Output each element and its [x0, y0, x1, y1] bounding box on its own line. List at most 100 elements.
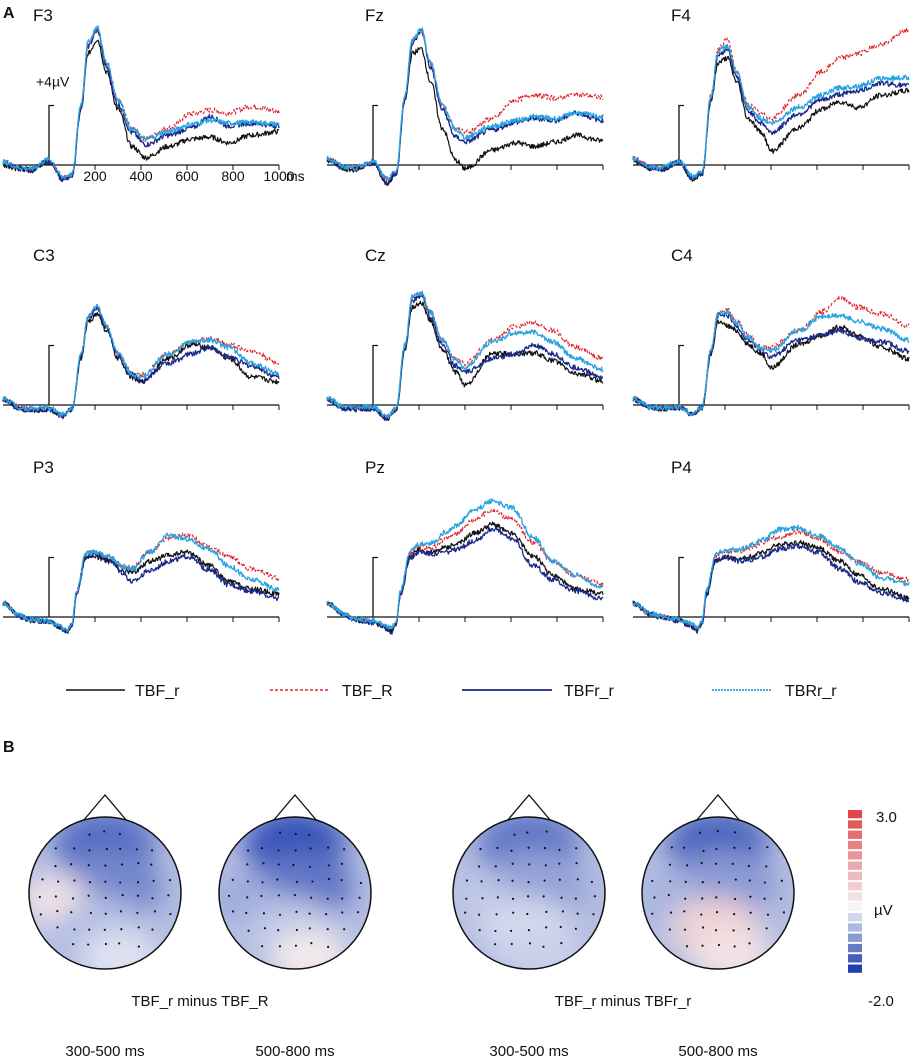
head-outline — [641, 816, 795, 970]
head-outline — [218, 816, 372, 970]
electrode-dot — [308, 927, 311, 930]
electrode-dot — [120, 863, 124, 866]
electrode-dot — [340, 879, 343, 882]
series-line-tbfr-r — [326, 28, 604, 185]
electrode-dot — [574, 927, 578, 930]
electrode-dot — [278, 913, 282, 916]
electrode-dot — [542, 945, 545, 948]
electrode-dot — [73, 928, 76, 931]
electrode-dot — [765, 927, 768, 930]
scale-bar — [48, 344, 54, 405]
electrode-dot — [668, 863, 672, 866]
colorbar-step — [848, 902, 862, 911]
topomap-region-occipital — [692, 929, 772, 969]
electrode-dot — [150, 863, 153, 866]
scale-bar — [678, 344, 684, 405]
electrode-dot — [593, 895, 596, 898]
window-label-3: 300-500 ms — [489, 1043, 568, 1060]
electrode-dot — [542, 895, 545, 898]
legend-label-tbrr-r: TBRr_r — [785, 683, 837, 700]
electrode-dot — [510, 942, 513, 946]
erp-panel-pz: Pz — [326, 458, 604, 635]
electrode-dot — [733, 846, 736, 849]
electrode-dot — [748, 942, 751, 945]
electrode-dot — [747, 927, 750, 930]
electrode-dot — [670, 846, 673, 849]
electrode-dot — [341, 911, 344, 914]
colorbar-step — [848, 923, 862, 932]
electrode-dot — [716, 830, 719, 833]
electrode-dot — [526, 895, 530, 898]
electrode-dot — [54, 847, 57, 850]
electrode-dot — [309, 847, 312, 850]
electrode-dot — [119, 881, 122, 884]
electrode-dot — [683, 928, 687, 931]
electrode-dot — [105, 847, 108, 851]
electrode-dot — [465, 897, 468, 900]
electrode-dot — [70, 863, 73, 866]
electrode-dot — [358, 896, 361, 899]
x-tick-label: 400 — [129, 168, 153, 184]
electrode-dot — [119, 910, 122, 913]
colorbar — [848, 810, 862, 973]
electrode-dot — [231, 878, 234, 881]
electrode-dot — [247, 929, 250, 932]
electrode-label: Pz — [365, 458, 385, 477]
electrode-dot — [278, 945, 282, 948]
electrode-dot — [278, 831, 282, 834]
electrode-dot — [748, 879, 751, 882]
electrode-dot — [88, 849, 91, 852]
series-line-tbrr-r — [632, 43, 910, 179]
electrode-label: Fz — [365, 6, 384, 25]
electrode-dot — [543, 879, 546, 882]
electrode-dot — [481, 897, 484, 900]
electrode-dot — [718, 881, 721, 884]
electrode-dot — [277, 894, 280, 897]
legend: TBF_r TBF_R TBFr_r TBRr_r — [66, 683, 837, 700]
panel-b-label: B — [3, 739, 15, 756]
electrode-dot — [561, 910, 564, 913]
electrode-dot — [545, 830, 548, 833]
series-line-tbf-r — [2, 312, 280, 420]
series-line-tbfr-r — [632, 46, 910, 180]
electrode-dot — [766, 913, 770, 916]
electrode-dot — [308, 865, 311, 869]
legend-item-tbfr-r: TBFr_r — [462, 683, 614, 700]
electrode-dot — [260, 847, 263, 850]
electrode-dot — [277, 849, 280, 852]
series-line-tbrr-r — [326, 27, 604, 181]
series-line-tbrr-r — [632, 309, 910, 417]
electrode-dot — [326, 897, 329, 900]
scale-bar — [372, 556, 378, 617]
electrode-dot — [510, 929, 513, 932]
electrode-dot — [57, 880, 60, 883]
electrode-dot — [779, 897, 783, 900]
electrode-dot — [87, 943, 90, 946]
colorbar-max-label: 3.0 — [876, 809, 897, 826]
electrode-dot — [308, 833, 311, 836]
electrode-dot — [749, 911, 752, 914]
electrode-dot — [277, 929, 280, 932]
electrode-dot — [121, 894, 124, 897]
colorbar-step — [848, 820, 862, 829]
electrode-dot — [88, 881, 92, 884]
electrode-dot — [39, 913, 42, 916]
electrode-dot — [325, 913, 328, 916]
electrode-dot — [715, 910, 719, 914]
colorbar-step — [848, 954, 862, 963]
electrode-dot — [359, 881, 363, 885]
series-line-tbf-r — [326, 28, 604, 182]
scale-bar-label: +4µV — [36, 74, 70, 90]
electrode-dot — [545, 926, 548, 929]
scale-bar — [678, 556, 684, 617]
electrode-dot — [104, 864, 107, 867]
electrode-dot — [293, 893, 297, 897]
caption-tbf-r-minus-tbf-R: TBF_r minus TBF_R — [131, 993, 268, 1010]
electrode-dot — [558, 848, 561, 851]
series-line-tbf-r — [2, 29, 280, 181]
electrode-dot — [54, 895, 57, 898]
series-line-tbrr-r — [326, 498, 604, 630]
electrode-dot — [700, 861, 703, 865]
electrode-dot — [276, 878, 279, 881]
electrode-dot — [749, 895, 752, 898]
